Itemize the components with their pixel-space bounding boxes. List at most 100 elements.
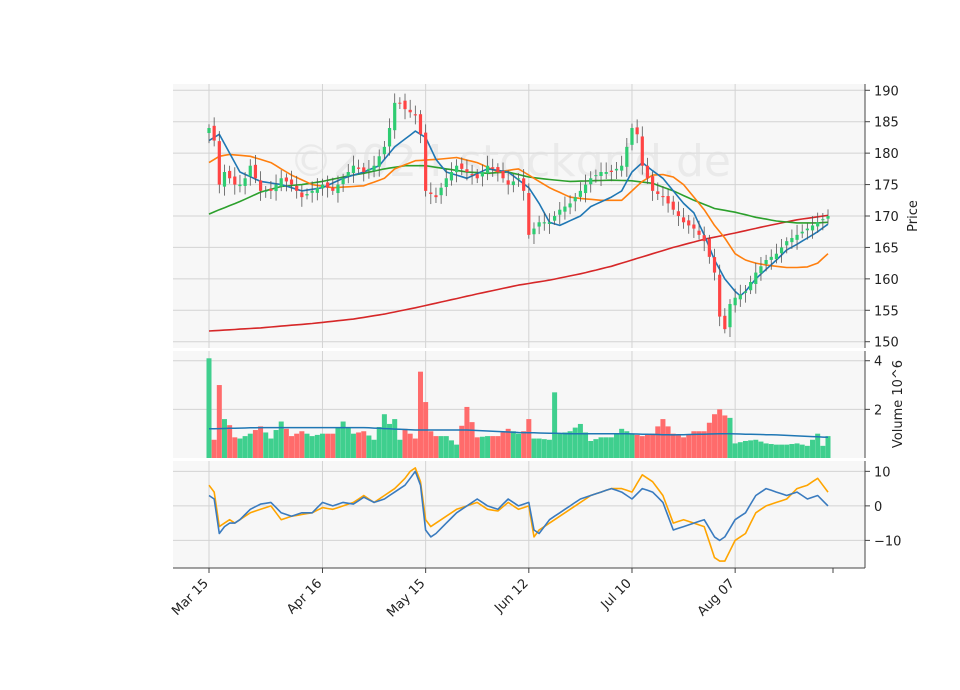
- volume-bar: [268, 438, 274, 458]
- candle-body: [542, 222, 546, 224]
- y-tick-label: 160: [874, 273, 899, 288]
- volume-bar: [773, 444, 779, 458]
- candle-body: [485, 165, 490, 174]
- volume-bar: [614, 433, 620, 458]
- volume-bar: [387, 423, 393, 458]
- macd-lines: [208, 467, 829, 562]
- volume-bar: [815, 433, 821, 458]
- candle-body: [382, 146, 386, 155]
- candle-body: [289, 179, 294, 185]
- volume-bar: [665, 426, 671, 458]
- price-y-axis: 150 155 160 165 170 175 180 185 190: [864, 84, 899, 351]
- volume-bar: [433, 436, 439, 458]
- candle-body: [377, 156, 381, 167]
- candle-body: [387, 128, 392, 147]
- candle-body: [264, 190, 268, 192]
- volume-bar: [516, 433, 521, 458]
- candle-body: [547, 222, 552, 225]
- volume-bar: [500, 432, 506, 458]
- volume-bar: [675, 435, 681, 458]
- candle-body: [248, 165, 252, 177]
- price-axis-label: Price: [906, 200, 921, 232]
- candle-body: [630, 128, 634, 145]
- candle-body: [573, 197, 577, 202]
- volume-bar: [763, 443, 769, 458]
- candle-body: [764, 260, 768, 265]
- macd-line: [208, 470, 829, 542]
- volume-bar: [304, 433, 310, 458]
- volume-bar: [784, 444, 790, 458]
- volume-y-axis: 24: [864, 351, 882, 458]
- candle-body: [491, 167, 495, 169]
- candle-body: [651, 176, 655, 191]
- volume-bar: [350, 433, 356, 458]
- x-tick-label: Mar 15: [169, 576, 212, 619]
- candle-body: [743, 291, 748, 293]
- volume-bar: [407, 433, 413, 458]
- candle-body: [506, 180, 510, 185]
- y-tick-label: 185: [874, 116, 899, 131]
- volume-bar: [206, 358, 212, 458]
- candle-body: [821, 219, 825, 221]
- volume-bar: [376, 426, 382, 458]
- candle-body: [207, 128, 211, 134]
- candle-body: [671, 201, 675, 210]
- candle-body: [393, 102, 397, 131]
- candle-body: [233, 176, 237, 185]
- candle-body: [351, 165, 356, 174]
- volume-bar: [299, 431, 305, 458]
- y-tick-label: −10: [874, 534, 901, 549]
- volume-bars: [206, 358, 831, 458]
- date-x-axis: Mar 15 Apr 16 May 15 Jun 12 Jul 10 Aug 07: [169, 567, 865, 620]
- volume-bar: [443, 436, 449, 458]
- macd-panel: −10 0 10: [173, 461, 901, 568]
- candle-body: [326, 182, 330, 188]
- candle-body: [356, 167, 361, 169]
- candle-body: [238, 184, 242, 187]
- candle-body: [398, 102, 402, 104]
- candle-body: [738, 294, 742, 300]
- x-tick-label: May 15: [384, 576, 428, 620]
- candle-body: [790, 238, 794, 243]
- volume-bar: [562, 432, 568, 458]
- volume-bar: [546, 439, 552, 458]
- volume-bar: [464, 406, 470, 458]
- volume-bar: [670, 433, 676, 458]
- candle-body: [444, 178, 448, 187]
- volume-bar: [366, 435, 372, 458]
- macd-y-axis: −10 0 10: [864, 461, 901, 568]
- volume-bar: [696, 431, 702, 458]
- candle-body: [723, 315, 727, 330]
- candle-body: [455, 165, 459, 173]
- candle-body: [367, 168, 371, 171]
- candle-body: [305, 194, 309, 196]
- volume-bar: [283, 428, 289, 458]
- volume-bar: [361, 431, 367, 458]
- volume-bar: [655, 426, 661, 458]
- candle-body: [661, 196, 665, 198]
- candle-body: [749, 282, 753, 291]
- volume-bar: [779, 444, 785, 458]
- y-tick-label: 4: [874, 355, 882, 370]
- candle-body: [666, 196, 670, 204]
- volume-bar: [598, 437, 604, 458]
- candle-body: [460, 163, 464, 169]
- volume-bar: [479, 436, 485, 458]
- candle-body: [449, 172, 454, 181]
- candle-body: [614, 168, 619, 171]
- candle-body: [692, 224, 696, 229]
- candle-body: [568, 203, 572, 208]
- candle-body: [253, 164, 258, 179]
- volume-bar: [701, 431, 707, 458]
- y-tick-label: 165: [874, 241, 899, 256]
- volume-bar: [722, 415, 728, 458]
- volume-bar: [660, 419, 666, 458]
- candle-body: [826, 216, 830, 219]
- x-tick-label: Jun 12: [491, 576, 531, 616]
- volume-bar: [325, 433, 331, 458]
- candle-body: [779, 247, 784, 254]
- candle-body: [362, 167, 366, 172]
- candle-body: [408, 109, 412, 113]
- y-tick-label: 175: [874, 179, 899, 194]
